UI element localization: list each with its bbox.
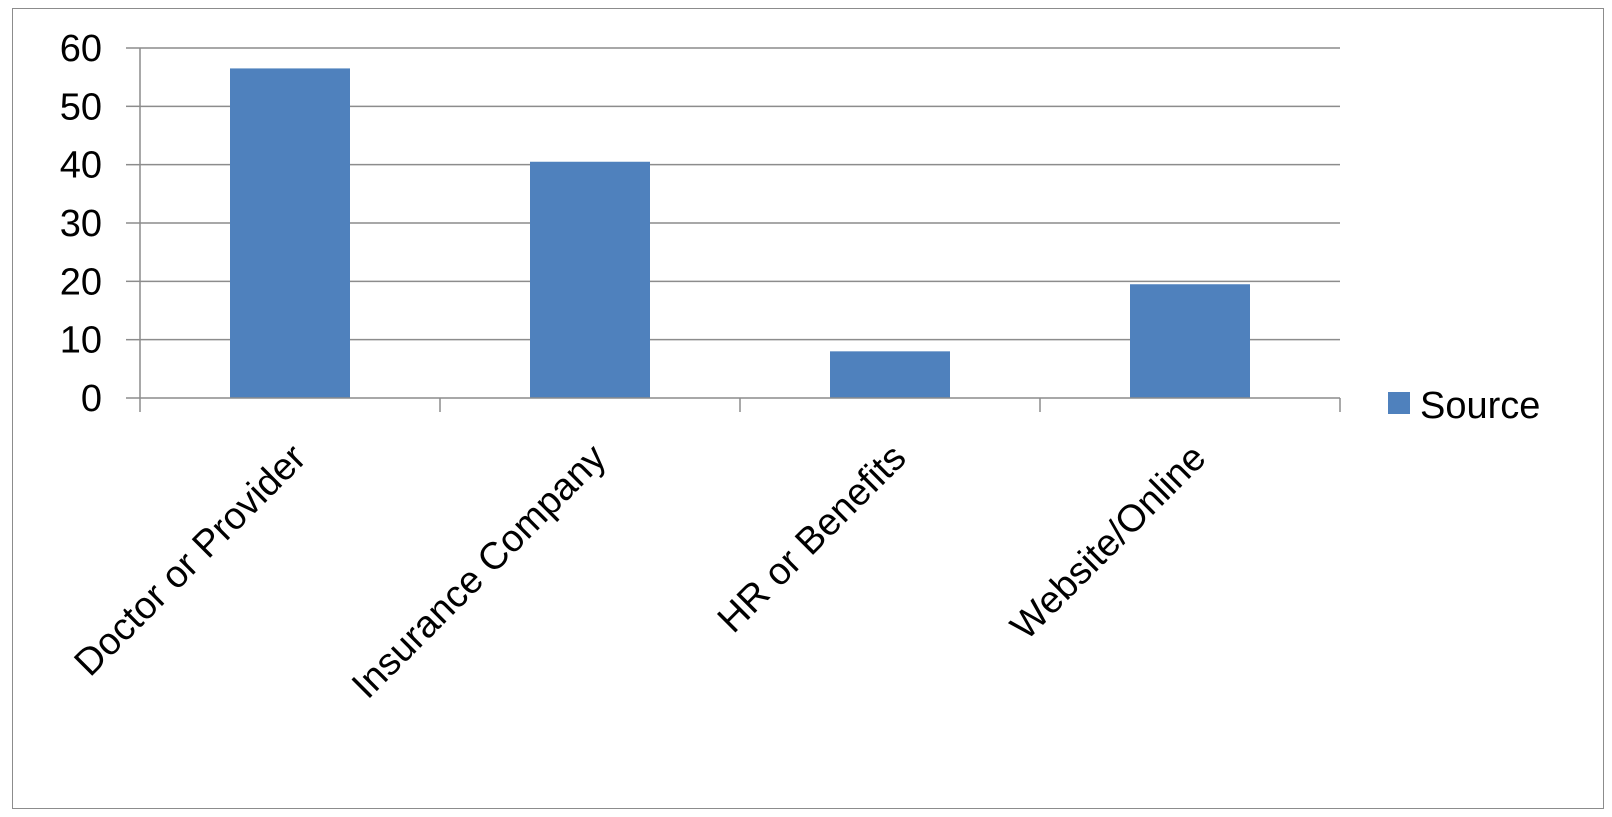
y-tick-label: 20 (60, 261, 102, 303)
bar (1130, 284, 1250, 398)
category-label: Insurance Company (344, 437, 614, 707)
bar (830, 351, 950, 398)
category-label: Doctor or Provider (67, 436, 315, 684)
bar (230, 68, 350, 399)
bars (230, 68, 1250, 399)
legend: Source (1388, 385, 1540, 427)
y-tick-label: 10 (60, 320, 102, 362)
axes (126, 47, 1341, 412)
y-tick-label: 40 (60, 145, 102, 187)
category-labels: Doctor or Provider Insurance Company HR or… (67, 436, 1215, 706)
legend-label-source: Source (1420, 385, 1540, 427)
y-tick-label: 30 (60, 203, 102, 245)
category-label: HR or Benefits (710, 437, 914, 641)
y-tick-labels: 0 10 20 30 40 50 60 (60, 28, 102, 420)
y-tick-label: 50 (60, 86, 102, 128)
legend-swatch-source (1388, 392, 1410, 414)
y-tick-label: 60 (60, 28, 102, 70)
y-tick-label: 0 (81, 378, 102, 420)
bar (530, 161, 650, 398)
category-label: Website/Online (1003, 437, 1214, 648)
